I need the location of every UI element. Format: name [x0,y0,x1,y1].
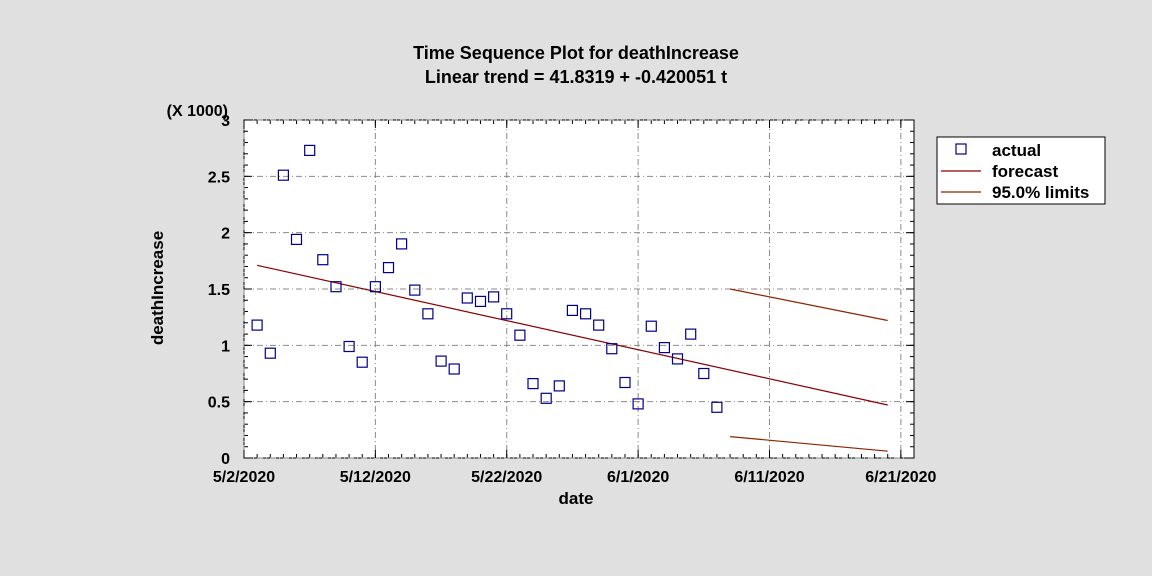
actual-point [501,308,513,320]
actual-point [330,281,342,293]
upper-limit-line [729,288,888,322]
actual-point [711,401,723,413]
actual-point [527,378,539,390]
y-tick-label: 2.5 [208,169,230,186]
actual-point [448,363,460,375]
actual-point [540,392,552,404]
actual-point [645,320,657,332]
actual-point [632,398,644,410]
y-tick-label: 1 [221,338,230,355]
y-tick-label: 0 [221,451,230,468]
actual-point [566,304,579,316]
y-tick-label: 2 [221,226,230,243]
actual-point [356,356,368,368]
actual-point [396,238,408,250]
actual-point [671,353,684,365]
actual-point [593,319,605,331]
actual-point [382,262,395,274]
x-tick-label: 5/12/2020 [340,469,411,486]
actual-point [422,308,434,320]
x-axis-label: date [559,489,594,508]
legend: actual forecast 95.0% limits [936,136,1106,205]
actual-point [658,342,671,354]
legend-limits-label: 95.0% limits [992,183,1089,202]
actual-point [277,169,289,181]
y-tick-label: 3 [221,113,230,130]
actual-point [369,281,381,293]
actual-point [488,291,500,303]
y-tick-label: 1.5 [208,282,230,299]
x-tick-label: 6/11/2020 [734,469,804,486]
actual-point [685,328,697,340]
y-tick-label: 0.5 [208,395,230,412]
chart-title: Time Sequence Plot for deathIncrease [413,43,739,63]
legend-forecast-label: forecast [992,162,1058,181]
actual-point [461,292,473,304]
legend-actual-marker [955,143,967,155]
actual-point [264,347,276,359]
y-axis-ticks: 0 0.5 1 1.5 2 2.5 3 [208,113,914,468]
actual-point [317,254,329,266]
actual-point [606,343,618,355]
actual-point [474,295,487,307]
y-axis-multiplier-label: (X 1000) [167,103,228,120]
series-lines [256,264,888,452]
actual-point [435,355,447,367]
x-tick-label: 5/2/2020 [213,469,275,486]
x-axis-ticks: 5/2/2020 5/12/2020 5/22/2020 6/1/2020 6/11/2… [213,120,937,486]
actual-point [698,367,710,380]
actual-point [514,329,526,341]
actual-point [409,284,421,296]
axis-minor-ticks [243,119,915,459]
actual-points [251,144,723,413]
x-tick-label: 6/21/2020 [865,469,936,486]
actual-point [579,308,592,320]
legend-actual-label: actual [992,141,1041,160]
actual-point [251,319,263,331]
forecast-line [256,264,888,406]
x-tick-label: 6/1/2020 [607,469,669,486]
actual-point [619,376,631,389]
y-axis-label: deathIncrease [148,231,167,345]
lower-limit-line [730,436,888,452]
actual-point [290,233,303,245]
x-tick-label: 5/22/2020 [471,469,542,486]
actual-point [304,144,316,156]
actual-point [343,340,355,353]
actual-point [553,380,565,392]
chart-subtitle: Linear trend = 41.8319 + -0.420051 t [425,67,727,87]
